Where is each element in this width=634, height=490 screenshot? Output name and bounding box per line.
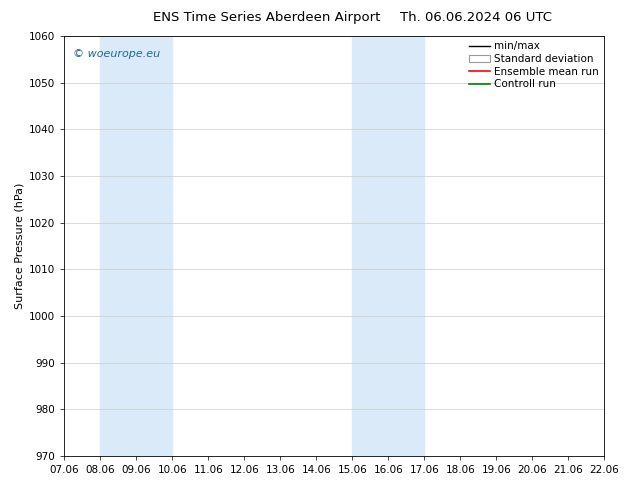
Text: ENS Time Series Aberdeen Airport: ENS Time Series Aberdeen Airport (153, 11, 380, 24)
Y-axis label: Surface Pressure (hPa): Surface Pressure (hPa) (15, 183, 25, 309)
Bar (353, 36, 424, 456)
Legend: min/max, Standard deviation, Ensemble mean run, Controll run: min/max, Standard deviation, Ensemble me… (467, 39, 601, 91)
Bar (100, 36, 172, 456)
Text: © woeurope.eu: © woeurope.eu (72, 49, 160, 59)
Text: Th. 06.06.2024 06 UTC: Th. 06.06.2024 06 UTC (399, 11, 552, 24)
